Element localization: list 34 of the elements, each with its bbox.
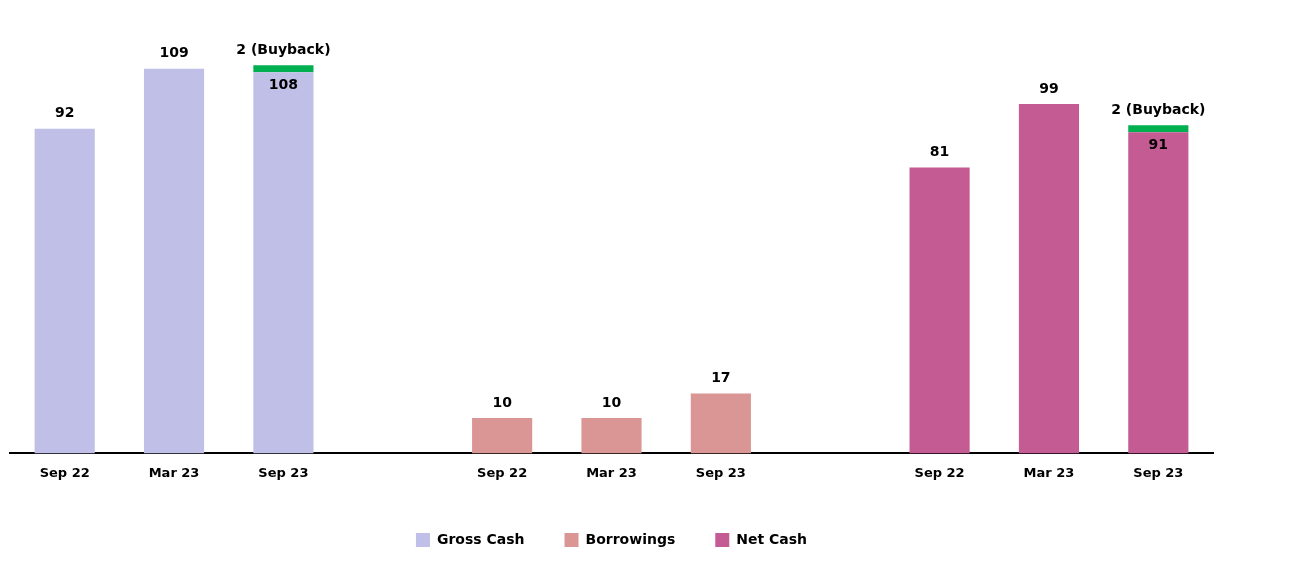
x-tick-label: Mar 23 [1023, 464, 1075, 480]
x-tick-label: Sep 22 [477, 464, 528, 480]
bar [1018, 104, 1080, 454]
bar [581, 418, 642, 454]
legend-label: Borrowings [585, 530, 676, 547]
bar [472, 418, 533, 454]
data-label: 109 [159, 44, 189, 61]
data-label: 108 [268, 75, 299, 92]
legend-label: Gross Cash [436, 530, 525, 547]
data-label: 99 [1039, 79, 1059, 96]
data-label: 81 [929, 143, 950, 160]
x-tick-label: Sep 22 [39, 464, 90, 480]
data-label: 10 [492, 393, 513, 410]
data-label: 10 [601, 393, 622, 410]
x-tick-label: Sep 23 [695, 464, 746, 480]
data-label: 91 [1148, 135, 1169, 152]
bar [1128, 132, 1189, 454]
bar [690, 393, 751, 454]
data-label: 2 (Buyback) [1111, 100, 1206, 117]
x-tick-label: Mar 23 [148, 464, 200, 480]
x-tick-label: Sep 23 [1133, 464, 1184, 480]
data-label: 17 [711, 369, 731, 386]
bar [253, 72, 314, 454]
bar [34, 128, 95, 454]
bar [253, 65, 314, 73]
bar [1128, 125, 1189, 133]
bar [143, 68, 205, 454]
bar [909, 167, 970, 454]
data-label: 2 (Buyback) [236, 40, 331, 57]
data-label: 92 [54, 104, 75, 121]
x-tick-label: Mar 23 [586, 464, 637, 480]
x-tick-label: Sep 23 [258, 464, 309, 480]
legend-label: Net Cash [736, 530, 808, 547]
x-tick-label: Sep 22 [914, 464, 965, 480]
